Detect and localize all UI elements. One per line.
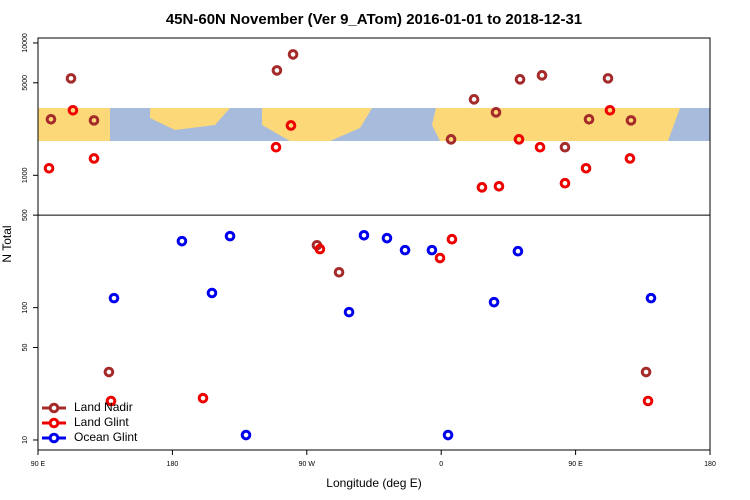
y-tick-label: 5000: [22, 75, 29, 91]
x-tick-label: 180: [167, 461, 179, 468]
y-axis-label: N Total: [0, 225, 14, 262]
point: [343, 306, 355, 318]
point: [358, 230, 370, 241]
point: [399, 244, 411, 256]
point: [536, 70, 548, 81]
point: [45, 113, 57, 125]
point: [514, 74, 526, 85]
point: [206, 287, 218, 299]
y-tick-label: 500: [22, 209, 29, 221]
point: [493, 180, 505, 192]
point: [640, 366, 652, 378]
legend-marker: [48, 417, 60, 429]
point: [488, 296, 500, 308]
point: [67, 104, 79, 116]
point: [512, 245, 524, 257]
point: [240, 429, 252, 441]
point: [108, 292, 120, 304]
y-tick-label: 100: [22, 302, 29, 314]
point: [271, 65, 283, 76]
point: [287, 49, 299, 60]
x-tick-label: 90 W: [299, 461, 316, 468]
legend-label: Land Nadir: [74, 400, 133, 414]
point: [88, 115, 100, 126]
x-tick-label: 0: [439, 461, 443, 468]
y-tick-label: 10000: [22, 33, 29, 53]
point: [88, 153, 100, 164]
point: [176, 235, 188, 247]
y-tick-label: 10: [22, 436, 29, 444]
point: [446, 233, 458, 245]
point: [285, 120, 297, 131]
point: [624, 153, 636, 164]
point: [490, 107, 502, 118]
point: [445, 134, 457, 145]
point: [43, 162, 55, 174]
point: [434, 252, 446, 264]
y-tick-label: 50: [22, 343, 29, 351]
legend-label: Ocean Glint: [74, 430, 138, 444]
point: [105, 395, 117, 407]
point: [513, 134, 525, 145]
point: [381, 232, 393, 244]
point: [442, 429, 454, 441]
point: [580, 162, 592, 174]
chart-title: 45N-60N November (Ver 9_ATom) 2016-01-01…: [166, 11, 582, 28]
plot-frame: [37, 37, 711, 451]
legend-label: Land Glint: [74, 415, 129, 429]
x-tick-label: 90 E: [31, 461, 46, 468]
point: [103, 366, 115, 378]
point: [476, 182, 488, 193]
point: [559, 141, 571, 153]
legend-marker: [48, 432, 60, 444]
point: [197, 392, 209, 404]
point: [65, 73, 77, 84]
point: [333, 266, 345, 278]
point: [604, 104, 616, 116]
point: [314, 243, 326, 255]
y-tick-label: 1000: [22, 167, 29, 183]
x-tick-label: 180: [704, 461, 716, 468]
x-axis-label: Longitude (deg E): [326, 476, 421, 490]
point: [468, 94, 480, 105]
point: [602, 73, 614, 84]
legend-marker: [48, 402, 60, 414]
x-tick-label: 90 E: [568, 461, 583, 468]
point: [534, 141, 546, 153]
point: [224, 230, 236, 242]
point: [559, 177, 571, 189]
point: [625, 115, 637, 126]
point: [642, 395, 654, 407]
point: [645, 292, 657, 304]
point: [426, 244, 438, 256]
point: [583, 113, 595, 125]
point: [270, 141, 282, 153]
